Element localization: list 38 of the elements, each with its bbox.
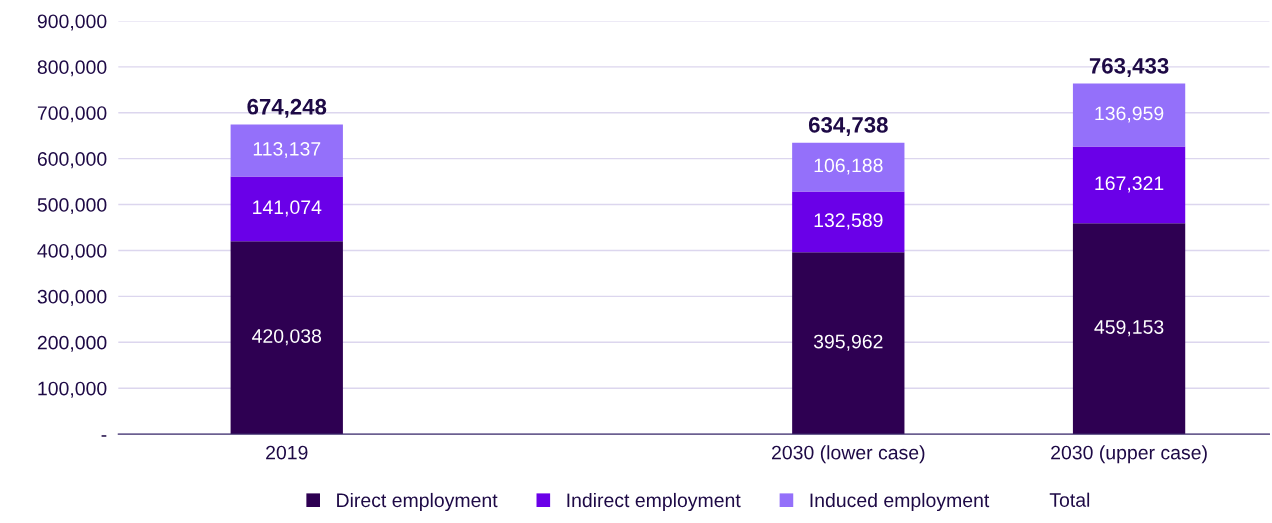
data-label: 395,962 bbox=[813, 334, 883, 351]
y-tick-label: 100,000 bbox=[38, 381, 107, 398]
y-tick-label: 800,000 bbox=[37, 60, 107, 77]
data-label: 106,188 bbox=[814, 158, 883, 175]
legend-label: Direct employment bbox=[337, 492, 498, 512]
y-tick-label: 200,000 bbox=[37, 335, 107, 352]
bar bbox=[1072, 146, 1186, 224]
bar bbox=[792, 142, 905, 192]
data-label: 167,321 bbox=[1095, 176, 1164, 193]
bar bbox=[792, 191, 905, 253]
legend-label: Indirect employment bbox=[567, 492, 741, 512]
y-tick-label: - bbox=[101, 435, 107, 437]
bar bbox=[230, 241, 343, 435]
text: Total bbox=[1049, 492, 1090, 507]
total-label: 634,738 bbox=[808, 117, 888, 136]
bar bbox=[230, 176, 343, 242]
total-label: 674,248 bbox=[247, 98, 327, 118]
data-label: 113,137 bbox=[253, 141, 321, 159]
bar bbox=[792, 252, 905, 435]
data-label: 459,153 bbox=[1094, 320, 1164, 337]
data-label: 420,038 bbox=[252, 329, 322, 346]
y-tick-label: 900,000 bbox=[37, 14, 107, 31]
bar bbox=[1072, 223, 1186, 435]
x-tick-label: 2019 bbox=[266, 445, 308, 460]
bar bbox=[1072, 83, 1186, 147]
data-label: 132,589 bbox=[814, 213, 883, 230]
data-label: 141,074 bbox=[253, 200, 322, 217]
y-tick-label: 700,000 bbox=[37, 106, 107, 123]
total-label: 763,433 bbox=[1089, 57, 1169, 77]
y-tick-label: 500,000 bbox=[37, 198, 107, 215]
y-tick-label: 300,000 bbox=[37, 289, 107, 306]
x-tick-label: 2030 (upper case) bbox=[1051, 445, 1207, 464]
y-tick-label: 600,000 bbox=[37, 152, 107, 169]
data-label: 136,959 bbox=[1095, 106, 1164, 123]
x-tick-label: 2030 (lower case) bbox=[772, 445, 925, 464]
bar bbox=[230, 124, 343, 177]
y-tick-label: 400,000 bbox=[37, 243, 107, 260]
legend-label: Induced employment bbox=[810, 492, 990, 512]
